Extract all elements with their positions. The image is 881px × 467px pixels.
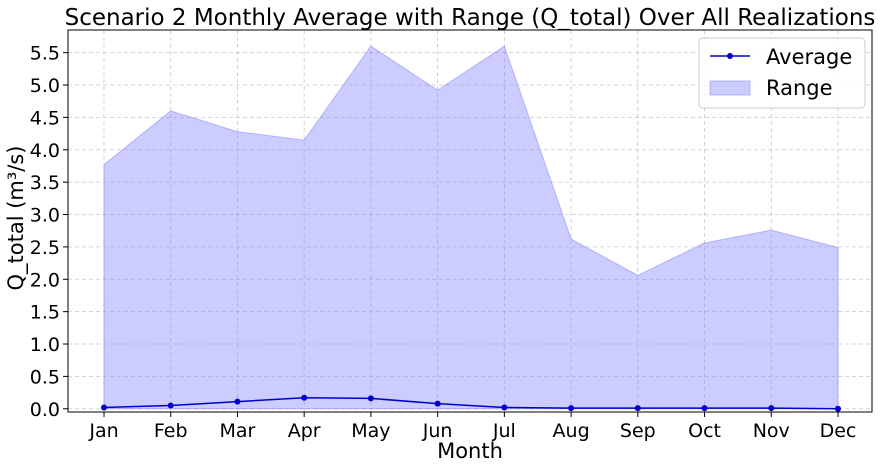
x-tick-label: Sep: [620, 420, 656, 442]
y-tick-label: 1.5: [30, 302, 60, 324]
x-tick-label: May: [351, 420, 390, 442]
average-point: [568, 405, 575, 412]
y-tick-label: 5.0: [30, 75, 60, 97]
y-tick-label: 0.5: [30, 366, 60, 388]
average-point: [434, 400, 441, 407]
average-point: [101, 404, 107, 411]
y-tick-label: 3.0: [30, 205, 60, 227]
average-point: [234, 398, 241, 405]
x-tick-label: Dec: [820, 420, 857, 442]
x-tick-label: Jul: [492, 420, 516, 442]
average-line: [103, 397, 839, 410]
x-tick-label: Mar: [220, 420, 256, 442]
legend: Average Range: [698, 37, 866, 109]
average-point: [701, 405, 708, 412]
x-axis-label: Month: [437, 439, 503, 463]
y-tick-label: 4.0: [30, 140, 60, 162]
average-series: [101, 394, 841, 412]
legend-average-label: Average: [766, 45, 852, 69]
average-point: [634, 405, 641, 412]
y-tick-label: 2.0: [30, 269, 60, 291]
legend-range-patch: [709, 80, 751, 96]
y-axis-ticks: 0.0 0.5 1.0 1.5 2.0 2.5 3.0 3.5 4.0 4.5 5.0 5.5: [30, 43, 68, 421]
x-axis-ticks: Jan Feb Mar Apr May Jun Jul Aug Sep Oct Nov Dec: [88, 412, 856, 442]
x-tick-label: Nov: [753, 420, 790, 442]
x-tick-label: Jun: [422, 420, 453, 442]
y-tick-label: 5.5: [30, 43, 60, 65]
y-tick-label: 4.5: [30, 107, 60, 129]
y-tick-label: 0.0: [30, 399, 60, 421]
x-tick-label: Aug: [553, 420, 590, 442]
average-point: [501, 404, 508, 411]
x-tick-label: Jan: [88, 420, 118, 442]
average-point: [768, 405, 775, 412]
grid: [68, 30, 872, 412]
average-point: [167, 402, 174, 409]
legend-average-marker: [727, 53, 733, 59]
x-tick-label: Feb: [154, 420, 188, 442]
y-axis-label: Q_total (m³/s): [4, 145, 29, 290]
y-tick-label: 1.0: [30, 334, 60, 356]
y-tick-label: 2.5: [30, 237, 60, 259]
x-tick-label: Apr: [288, 420, 321, 442]
legend-range-label: Range: [766, 76, 833, 100]
average-point: [835, 405, 841, 412]
y-tick-label: 3.5: [30, 172, 60, 194]
x-tick-label: Oct: [688, 420, 721, 442]
average-point: [301, 394, 308, 401]
plot-frame: [67, 29, 873, 413]
chart-title: Scenario 2 Monthly Average with Range (Q…: [65, 5, 876, 31]
average-point: [367, 395, 374, 402]
